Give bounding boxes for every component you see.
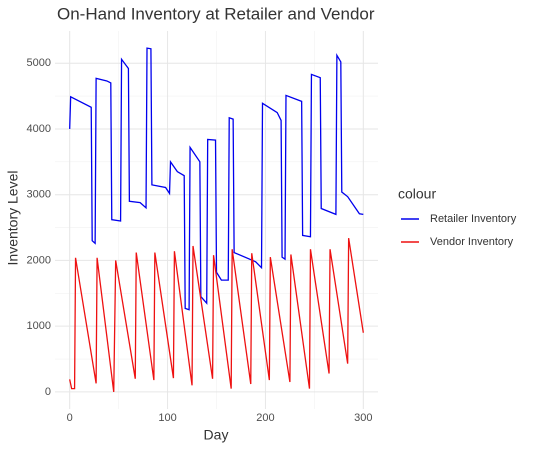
x-tick-label: 200 bbox=[256, 412, 274, 424]
x-tick-label: 0 bbox=[67, 412, 73, 424]
x-tick-label: 100 bbox=[158, 412, 176, 424]
y-tick-label: 5000 bbox=[27, 57, 51, 69]
legend-label: Retailer Inventory bbox=[430, 213, 517, 225]
x-tick-label: 300 bbox=[354, 412, 372, 424]
y-tick-label: 2000 bbox=[27, 254, 51, 266]
y-tick-label: 3000 bbox=[27, 189, 51, 201]
y-tick-label: 1000 bbox=[27, 320, 51, 332]
chart-title: On-Hand Inventory at Retailer and Vendor bbox=[57, 4, 375, 23]
y-axis-title: Inventory Level bbox=[5, 171, 21, 266]
y-tick-label: 4000 bbox=[27, 123, 51, 135]
y-tick-label: 0 bbox=[45, 386, 51, 398]
x-axis-title: Day bbox=[204, 427, 229, 443]
legend-title: colour bbox=[398, 186, 436, 202]
series-line bbox=[69, 237, 364, 392]
series-line bbox=[69, 47, 364, 311]
legend-label: Vendor Inventory bbox=[430, 236, 514, 248]
